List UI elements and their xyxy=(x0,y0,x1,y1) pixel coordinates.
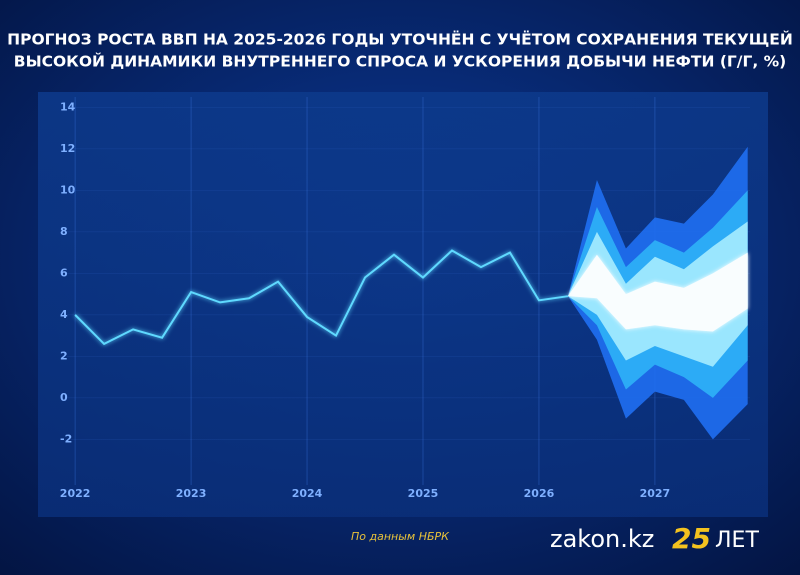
x-tick-label: 2027 xyxy=(640,487,671,500)
y-tick-label: -2 xyxy=(60,432,72,445)
y-tick-label: 8 xyxy=(60,225,68,238)
badge-text: ЛЕТ xyxy=(715,528,759,553)
badge-number: 25 xyxy=(672,522,711,555)
x-tick-label: 2026 xyxy=(524,487,555,500)
source: По данным НБРК xyxy=(351,530,450,543)
y-tick-label: 6 xyxy=(60,266,68,279)
history-line xyxy=(74,249,569,346)
x-tick-label: 2024 xyxy=(292,487,323,500)
y-tick-label: 0 xyxy=(60,391,68,404)
x-tick-label: 2022 xyxy=(60,487,91,500)
y-tick-label: 4 xyxy=(60,308,68,321)
x-tick-label: 2023 xyxy=(176,487,207,500)
title-line: ВЫСОКОЙ ДИНАМИКИ ВНУТРЕННЕГО СПРОСА И УС… xyxy=(14,52,787,71)
y-tick-label: 2 xyxy=(60,349,68,362)
brand: zakon.kz xyxy=(550,525,654,553)
fan-band xyxy=(567,252,748,332)
plot: 14 12 10 8 6 4 2 0 -2 2022 2023 2024 2025 2026 2027 xyxy=(60,97,750,500)
title-line: ПРОГНОЗ РОСТА ВВП НА 2025-2026 ГОДЫ УТОЧ… xyxy=(7,30,793,49)
y-tick-label: 12 xyxy=(60,142,75,155)
x-tick-label: 2025 xyxy=(408,487,439,500)
y-tick-label: 10 xyxy=(60,183,76,196)
y-tick-label: 14 xyxy=(60,100,76,113)
